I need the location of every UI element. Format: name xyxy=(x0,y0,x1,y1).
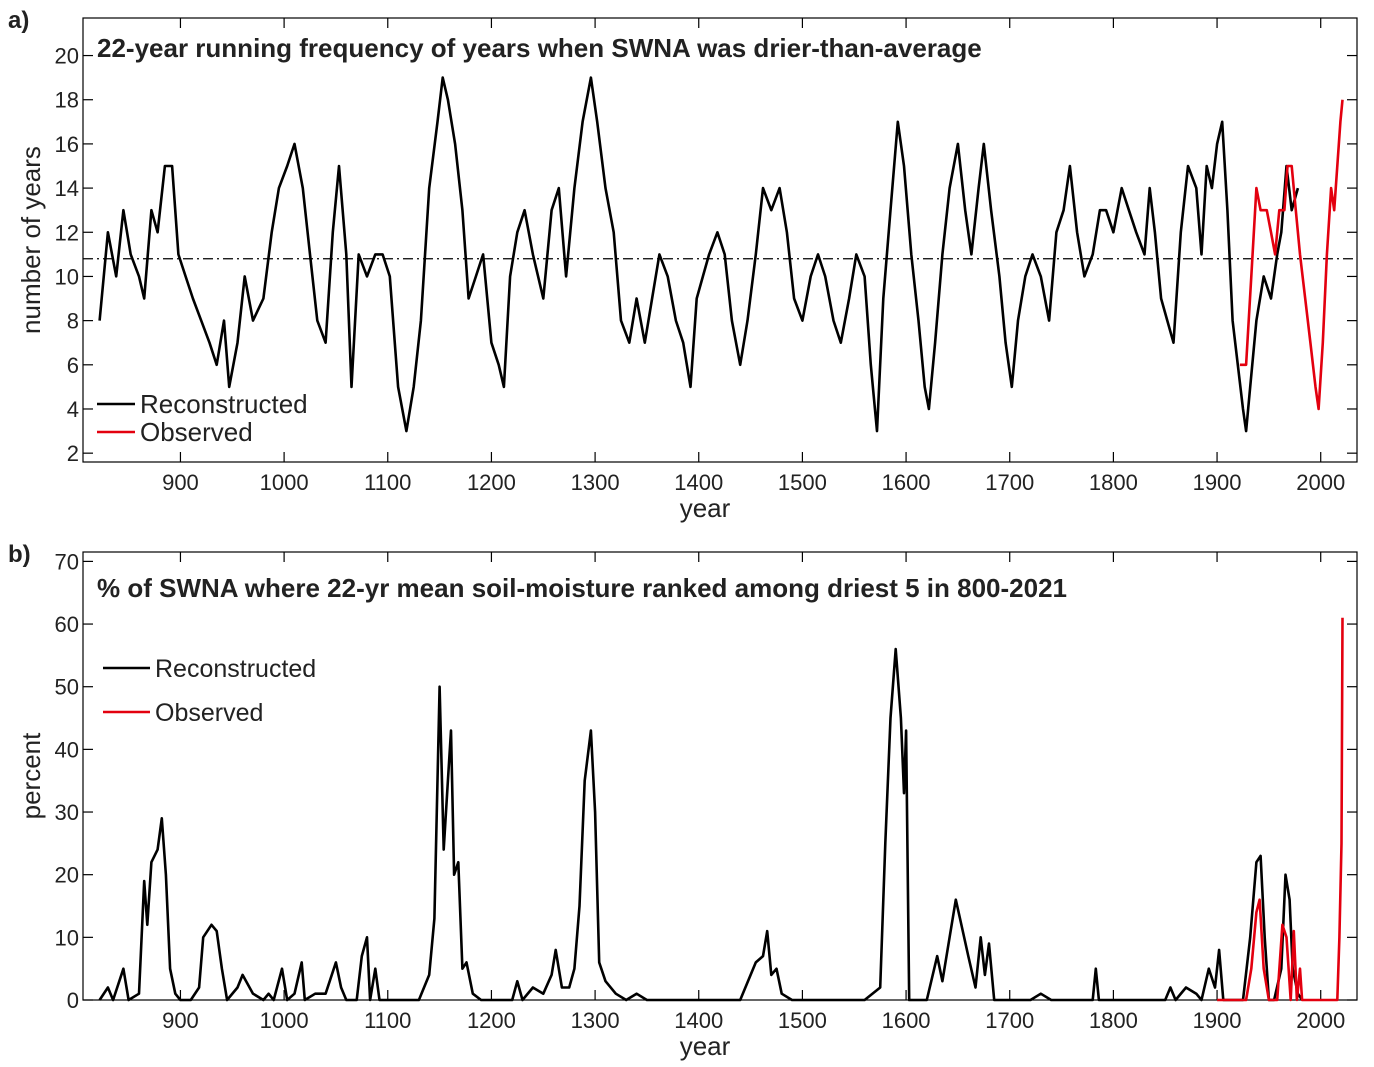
y-tick-label: 12 xyxy=(55,220,79,245)
x-tick-label: 1900 xyxy=(1193,1008,1242,1033)
y-tick-label: 10 xyxy=(55,925,79,950)
y-tick-label: 8 xyxy=(67,309,79,334)
x-tick-label: 1800 xyxy=(1089,1008,1138,1033)
x-tick-label: 1100 xyxy=(364,470,411,495)
x-tick-label: 900 xyxy=(162,470,199,495)
x-axis-label: year xyxy=(680,493,731,523)
x-axis-label: year xyxy=(680,1031,731,1061)
x-tick-label: 1500 xyxy=(778,470,827,495)
legend-label: Observed xyxy=(140,417,253,447)
data-line xyxy=(1217,617,1344,1002)
x-tick-label: 1300 xyxy=(571,470,620,495)
data-line xyxy=(98,76,1300,433)
y-tick-label: 50 xyxy=(55,675,79,700)
y-axis-label: number of years xyxy=(16,146,46,334)
data-line xyxy=(1239,99,1344,411)
plot-frame xyxy=(82,551,1358,1001)
x-tick-label: 1700 xyxy=(985,470,1034,495)
chart-title: % of SWNA where 22-yr mean soil-moisture… xyxy=(97,573,1067,603)
panel-label: a) xyxy=(8,7,29,34)
x-tick-label: 1200 xyxy=(467,470,516,495)
x-tick-label: 1200 xyxy=(467,1008,516,1033)
y-tick-label: 18 xyxy=(55,88,79,113)
y-axis-label: percent xyxy=(16,732,46,819)
y-tick-label: 40 xyxy=(55,737,79,762)
x-tick-label: 1800 xyxy=(1089,470,1138,495)
panel-label: b) xyxy=(8,541,31,568)
y-tick-label: 20 xyxy=(55,863,79,888)
y-tick-label: 6 xyxy=(67,353,79,378)
x-tick-label: 1500 xyxy=(778,1008,827,1033)
chart-title: 22-year running frequency of years when … xyxy=(97,33,982,63)
x-tick-label: 1000 xyxy=(260,470,309,495)
x-tick-label: 1600 xyxy=(882,470,931,495)
legend-label: Reconstructed xyxy=(155,655,316,683)
y-tick-label: 2 xyxy=(67,441,79,466)
legend-label: Reconstructed xyxy=(140,389,308,419)
x-tick-label: 1400 xyxy=(674,470,723,495)
x-tick-label: 2000 xyxy=(1296,1008,1345,1033)
y-tick-label: 30 xyxy=(55,800,79,825)
y-tick-label: 20 xyxy=(55,44,79,69)
y-tick-label: 60 xyxy=(55,612,79,637)
plot-frame xyxy=(82,17,1358,463)
x-tick-label: 1100 xyxy=(364,1008,411,1033)
legend-label: Observed xyxy=(155,699,263,727)
y-tick-label: 10 xyxy=(55,264,79,289)
y-tick-label: 14 xyxy=(55,176,79,201)
x-tick-label: 1400 xyxy=(674,1008,723,1033)
x-tick-label: 1300 xyxy=(571,1008,620,1033)
x-tick-label: 1700 xyxy=(985,1008,1034,1033)
x-tick-label: 1600 xyxy=(882,1008,931,1033)
y-tick-label: 16 xyxy=(55,132,79,157)
x-tick-label: 1000 xyxy=(260,1008,309,1033)
data-line xyxy=(98,647,1304,1002)
x-tick-label: 900 xyxy=(162,1008,199,1033)
y-tick-label: 4 xyxy=(67,397,79,422)
x-tick-label: 2000 xyxy=(1296,470,1345,495)
y-tick-label: 0 xyxy=(67,988,79,1013)
y-tick-label: 70 xyxy=(55,549,79,574)
x-tick-label: 1900 xyxy=(1193,470,1242,495)
